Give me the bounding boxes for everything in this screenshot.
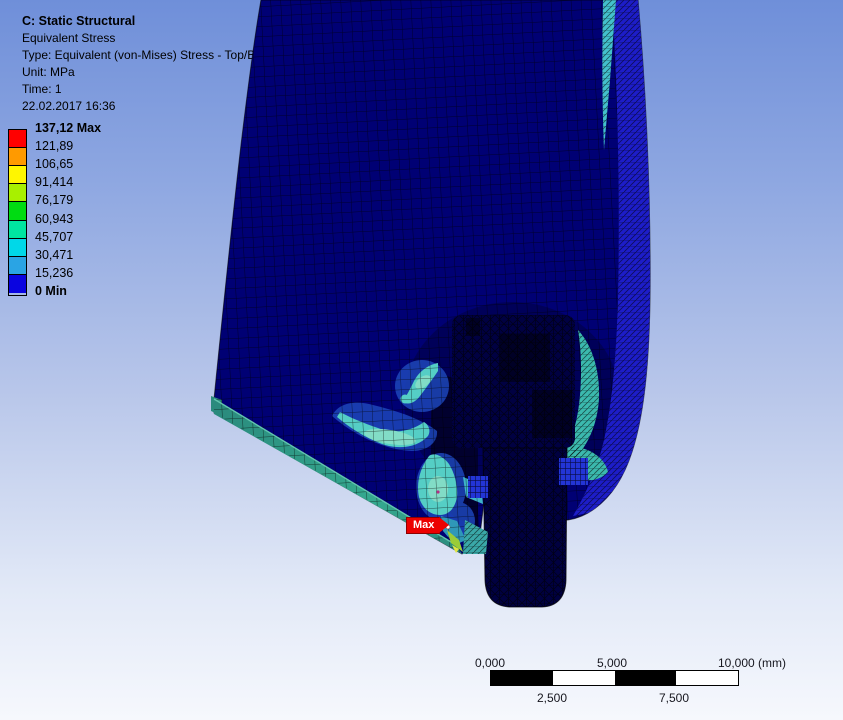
scale-segment (676, 671, 738, 685)
legend-band (9, 184, 26, 203)
result-unit: Unit: MPa (22, 65, 75, 79)
scale-label-7500: 7,500 (658, 691, 690, 705)
legend-value: 121,89 (35, 139, 74, 154)
boss-pin (482, 447, 568, 608)
result-timestamp: 22.02.2017 16:36 (22, 99, 116, 113)
legend-value: 76,179 (35, 193, 74, 208)
legend-band (9, 256, 26, 275)
scale-ruler-bar (490, 670, 739, 686)
tip-side-face-mesh (463, 520, 488, 554)
scale-segment (552, 671, 615, 685)
scale-label-10000: 10,000 (mm) (718, 656, 787, 670)
scale-ruler: 0,000 5,000 10,000 (mm) 2,500 7,500 (450, 655, 820, 710)
scale-label-2500: 2,500 (536, 691, 568, 705)
legend-value: 137,12 Max (35, 121, 102, 135)
legend-value: 60,943 (35, 211, 74, 226)
max-annotation-label: Max (413, 519, 435, 531)
contact-tabs (468, 458, 588, 498)
scale-label-5000: 5,000 (596, 656, 628, 670)
legend-band (9, 202, 26, 221)
right-rim-band-mesh (573, 0, 651, 516)
max-annotation[interactable]: Max (405, 517, 450, 534)
legend-band (9, 220, 26, 239)
scale-label-0: 0,000 (474, 656, 506, 670)
legend-value: 91,414 (35, 175, 74, 190)
result-title: C: Static Structural (22, 14, 136, 28)
stress-legend: 137,12 Max 121,89 106,65 91,414 76,179 60,943… (8, 121, 158, 307)
boss-head (452, 315, 575, 448)
legend-color-bar (8, 129, 27, 296)
result-time: Time: 1 (22, 82, 62, 96)
legend-value: 106,65 (35, 157, 74, 172)
scale-segment (614, 671, 677, 685)
rim-cyan-strip-mesh (602, 0, 616, 150)
legend-band (9, 148, 26, 167)
legend-value: 30,471 (35, 247, 74, 262)
legend-band (9, 130, 26, 149)
legend-band (9, 274, 26, 293)
legend-band (9, 238, 26, 257)
legend-value: 45,707 (35, 229, 74, 244)
legend-value: 0 Min (35, 284, 67, 298)
legend-band (9, 166, 26, 185)
result-name: Equivalent Stress (22, 31, 116, 45)
scale-segment (491, 671, 553, 685)
legend-value: 15,236 (35, 265, 74, 280)
